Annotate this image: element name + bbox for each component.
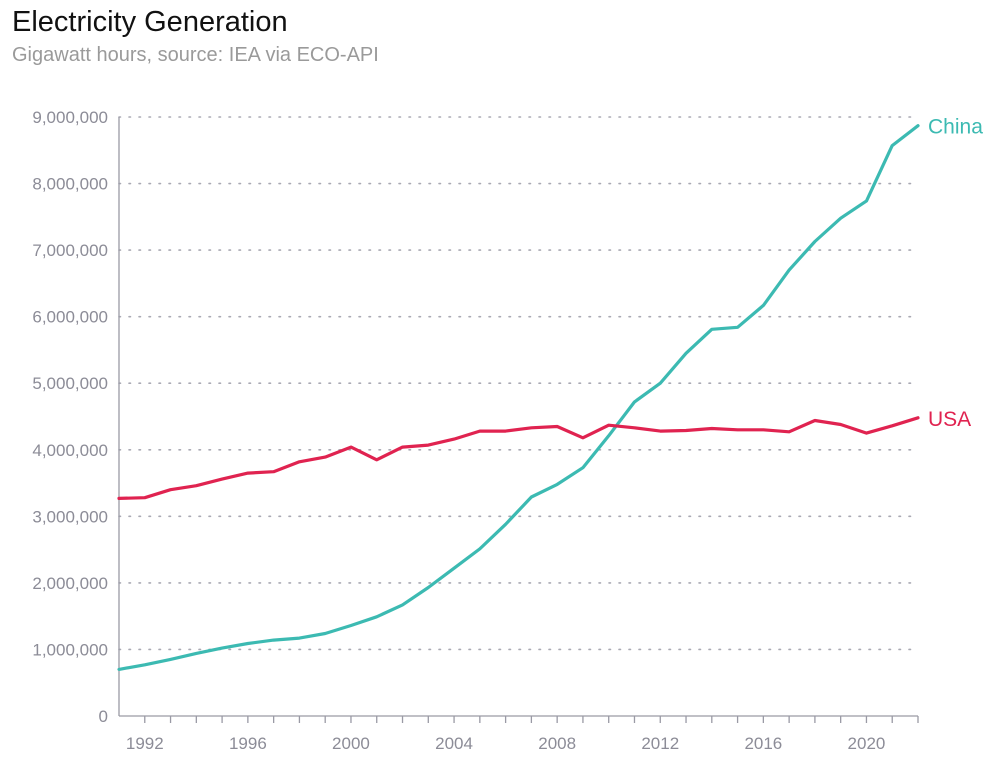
series-line-china: [117, 124, 920, 672]
x-tick-label: 2004: [435, 734, 473, 753]
x-axis: 1992 1996 2000 2004 2008 2012 2016 2020: [118, 117, 919, 753]
y-tick-label: 5,000,000: [32, 374, 108, 393]
y-tick-label: 7,000,000: [32, 241, 108, 260]
series-labels: China USA: [928, 116, 983, 431]
y-tick-label: 0: [99, 707, 108, 726]
y-tick-label: 8,000,000: [32, 175, 108, 194]
x-tick-label: 2016: [744, 734, 782, 753]
y-tick-label: 1,000,000: [32, 640, 108, 659]
series-label-china: China: [928, 116, 983, 139]
x-tick-label: 2012: [641, 734, 679, 753]
y-tick-label: 6,000,000: [32, 308, 108, 327]
y-tick-label: 4,000,000: [32, 441, 108, 460]
x-tick-label: 2008: [538, 734, 576, 753]
x-tick-label: 2020: [848, 734, 886, 753]
series-line-usa: [117, 416, 920, 500]
series-label-usa: USA: [928, 408, 971, 431]
chart-subtitle: Gigawatt hours, source: IEA via ECO-API: [12, 44, 379, 66]
x-tick-label: 2000: [332, 734, 370, 753]
y-tick-label: 9,000,000: [32, 108, 108, 127]
y-axis-tick-labels: 0 1,000,000 2,000,000 3,000,000 4,000,000 5,0…: [32, 108, 108, 726]
series-lines: [117, 124, 920, 672]
y-tick-label: 2,000,000: [32, 574, 108, 593]
x-tick-label: 1992: [126, 734, 164, 753]
chart-title: Electricity Generation: [12, 6, 288, 38]
gridlines: [118, 116, 919, 651]
x-tick-label: 1996: [229, 734, 267, 753]
y-tick-label: 3,000,000: [32, 507, 108, 526]
